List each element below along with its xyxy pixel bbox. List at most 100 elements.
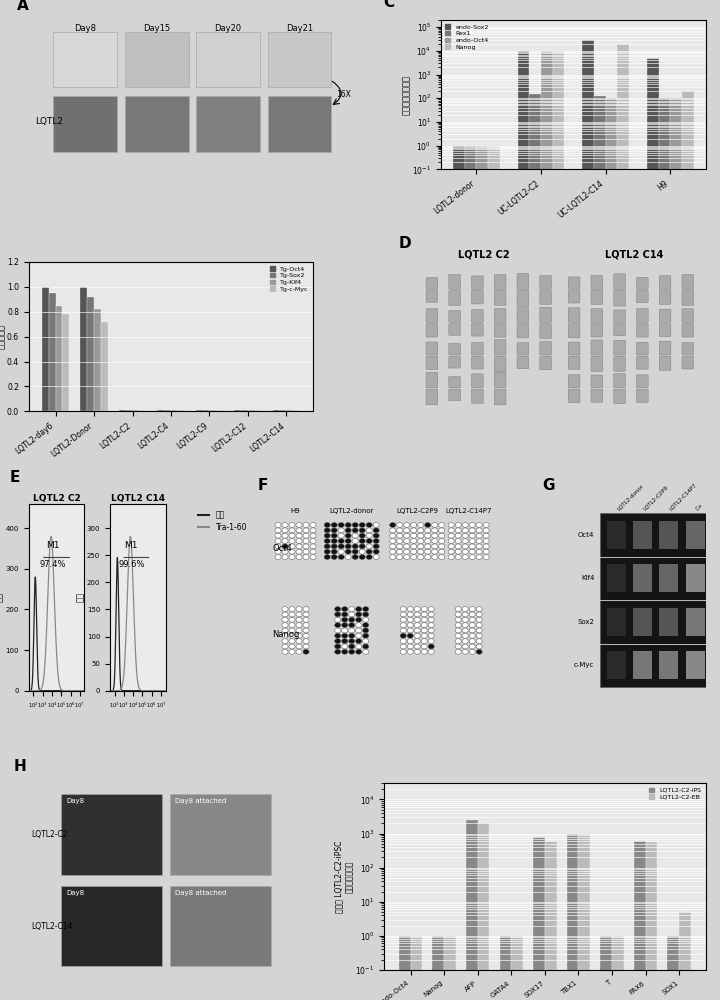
Circle shape xyxy=(421,639,427,644)
Circle shape xyxy=(356,617,361,622)
Circle shape xyxy=(366,528,372,533)
Text: LQTL2 C14: LQTL2 C14 xyxy=(606,249,664,259)
Circle shape xyxy=(448,555,454,559)
Circle shape xyxy=(425,539,431,543)
Circle shape xyxy=(462,549,468,554)
Circle shape xyxy=(476,607,482,611)
Circle shape xyxy=(338,533,344,538)
Circle shape xyxy=(421,612,427,617)
FancyBboxPatch shape xyxy=(540,356,552,370)
FancyBboxPatch shape xyxy=(268,96,331,152)
FancyBboxPatch shape xyxy=(613,310,626,322)
Circle shape xyxy=(414,623,420,628)
Circle shape xyxy=(342,617,348,622)
Circle shape xyxy=(335,612,341,617)
Circle shape xyxy=(363,633,369,638)
Circle shape xyxy=(342,644,348,649)
Circle shape xyxy=(428,607,434,611)
Circle shape xyxy=(331,523,337,527)
Circle shape xyxy=(410,544,417,549)
Circle shape xyxy=(296,612,302,617)
Circle shape xyxy=(366,523,372,527)
Circle shape xyxy=(410,523,417,527)
Circle shape xyxy=(275,549,281,554)
FancyBboxPatch shape xyxy=(636,309,648,322)
Y-axis label: 相对于对照的
转基因表达: 相对于对照的 转基因表达 xyxy=(0,322,6,352)
Text: LQTL2-C14: LQTL2-C14 xyxy=(31,922,73,931)
Circle shape xyxy=(275,555,281,559)
Circle shape xyxy=(476,533,482,538)
Bar xyxy=(647,58,659,1000)
Circle shape xyxy=(352,539,359,543)
FancyBboxPatch shape xyxy=(540,324,552,338)
Circle shape xyxy=(296,617,302,622)
Circle shape xyxy=(373,523,379,527)
Bar xyxy=(125,410,132,411)
FancyBboxPatch shape xyxy=(591,309,603,322)
FancyBboxPatch shape xyxy=(613,324,626,336)
Circle shape xyxy=(462,612,468,617)
FancyBboxPatch shape xyxy=(495,389,506,405)
Bar xyxy=(119,410,125,411)
Circle shape xyxy=(455,528,462,533)
Circle shape xyxy=(432,523,438,527)
Bar xyxy=(594,96,606,1000)
FancyBboxPatch shape xyxy=(660,324,671,337)
Circle shape xyxy=(296,644,302,649)
FancyBboxPatch shape xyxy=(685,521,705,549)
Circle shape xyxy=(310,523,316,527)
Circle shape xyxy=(296,639,302,644)
Circle shape xyxy=(418,523,424,527)
FancyBboxPatch shape xyxy=(660,564,678,592)
Circle shape xyxy=(282,633,288,638)
Circle shape xyxy=(275,533,281,538)
Circle shape xyxy=(418,544,424,549)
Bar xyxy=(157,410,164,411)
Y-axis label: 计数: 计数 xyxy=(76,592,86,602)
Bar xyxy=(541,51,553,1000)
Circle shape xyxy=(345,528,351,533)
Circle shape xyxy=(338,549,344,554)
FancyBboxPatch shape xyxy=(472,342,483,355)
Bar xyxy=(279,410,287,411)
Circle shape xyxy=(289,628,295,633)
FancyBboxPatch shape xyxy=(495,340,506,355)
Bar xyxy=(659,98,670,1000)
Circle shape xyxy=(418,528,424,533)
Bar xyxy=(466,820,477,1000)
Circle shape xyxy=(469,549,475,554)
Circle shape xyxy=(438,544,445,549)
Circle shape xyxy=(356,649,361,654)
Circle shape xyxy=(425,533,431,538)
Circle shape xyxy=(469,612,475,617)
Circle shape xyxy=(425,523,431,527)
Text: Day21: Day21 xyxy=(286,24,313,33)
Text: 99.6%: 99.6% xyxy=(118,560,145,569)
Circle shape xyxy=(462,628,468,633)
Circle shape xyxy=(373,539,379,543)
Circle shape xyxy=(303,539,309,543)
FancyBboxPatch shape xyxy=(170,886,271,966)
Circle shape xyxy=(455,649,462,654)
Circle shape xyxy=(404,544,410,549)
Text: c-Myc: c-Myc xyxy=(574,662,595,668)
Bar xyxy=(600,936,612,1000)
Circle shape xyxy=(455,639,462,644)
Text: Day15: Day15 xyxy=(143,24,170,33)
Circle shape xyxy=(275,528,281,533)
Circle shape xyxy=(438,533,445,538)
Circle shape xyxy=(462,617,468,622)
FancyBboxPatch shape xyxy=(568,389,580,403)
Circle shape xyxy=(410,533,417,538)
Bar xyxy=(617,44,629,1000)
FancyBboxPatch shape xyxy=(613,340,626,355)
Bar xyxy=(545,841,557,1000)
Text: Day20: Day20 xyxy=(215,24,242,33)
Circle shape xyxy=(282,612,288,617)
Bar xyxy=(582,40,594,1000)
Bar xyxy=(49,293,55,411)
FancyBboxPatch shape xyxy=(426,324,438,337)
FancyBboxPatch shape xyxy=(568,308,580,322)
Circle shape xyxy=(348,628,355,633)
Circle shape xyxy=(469,628,475,633)
